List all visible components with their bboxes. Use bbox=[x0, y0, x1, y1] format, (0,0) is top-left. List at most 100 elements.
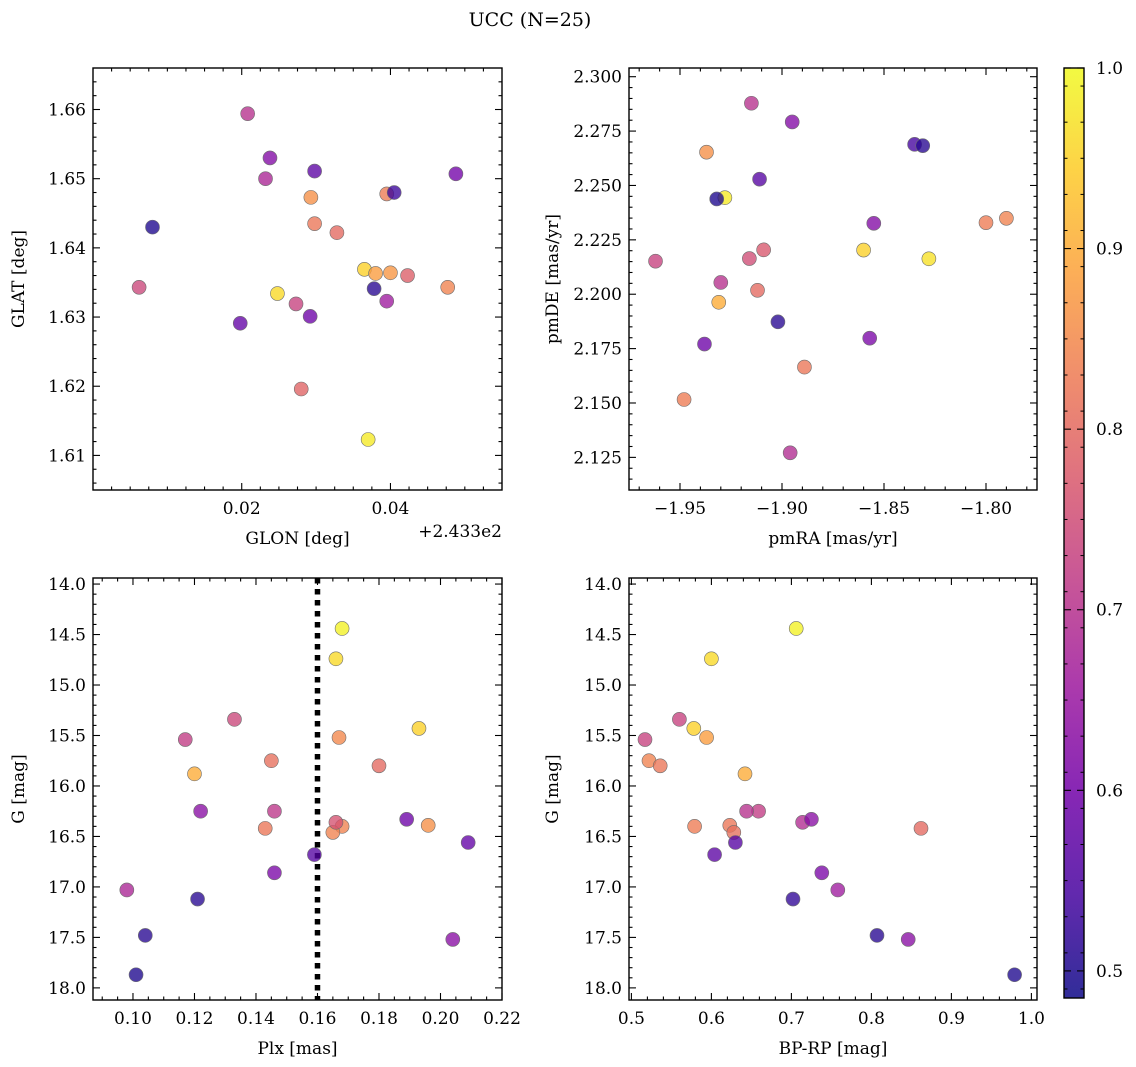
scatter-point bbox=[866, 216, 882, 231]
scatter-point bbox=[232, 315, 248, 331]
scatter-point bbox=[303, 190, 319, 205]
x-axis-label: GLON [deg] bbox=[245, 529, 349, 549]
scatter-point bbox=[187, 766, 202, 782]
scatter-point bbox=[411, 721, 427, 736]
y-tick-label: 17.5 bbox=[584, 928, 622, 948]
axes-frame bbox=[92, 577, 503, 1001]
y-tick-label: 15.5 bbox=[584, 726, 622, 746]
scatter-point bbox=[329, 225, 345, 240]
scatter-point bbox=[900, 932, 916, 947]
scatter-point bbox=[742, 251, 757, 266]
scatter-point bbox=[240, 106, 255, 121]
scatter-point bbox=[785, 891, 801, 907]
y-tick-label: 15.0 bbox=[48, 676, 86, 696]
scatter-point bbox=[784, 114, 800, 130]
scatter-point bbox=[267, 865, 282, 881]
scatter-point bbox=[999, 211, 1014, 226]
y-tick-label: 2.250 bbox=[573, 176, 622, 196]
scatter-point bbox=[913, 821, 929, 836]
y-tick-label: 15.5 bbox=[48, 726, 86, 746]
y-tick-label: 2.175 bbox=[573, 340, 622, 360]
x-tick-label: 0.14 bbox=[237, 1009, 275, 1029]
y-tick-label: 1.66 bbox=[48, 101, 86, 121]
y-tick-label: 14.5 bbox=[584, 626, 622, 646]
scatter-point bbox=[460, 835, 476, 850]
y-tick-label: 17.5 bbox=[48, 928, 86, 948]
y-tick-label: 16.0 bbox=[584, 777, 622, 797]
colorbar-tick-label: 0.7 bbox=[1096, 601, 1123, 621]
scatter-point bbox=[709, 191, 725, 207]
y-tick-label: 1.64 bbox=[48, 239, 86, 259]
scatter-point bbox=[756, 242, 771, 258]
x-tick-label: 0.04 bbox=[372, 499, 410, 519]
y-tick-label: 2.150 bbox=[573, 394, 622, 414]
x-tick-label: 1.0 bbox=[1018, 1009, 1045, 1029]
scatter-point bbox=[707, 847, 722, 862]
x-tick-label: −1.85 bbox=[858, 499, 910, 519]
scatter-point bbox=[652, 758, 668, 774]
y-tick-label: 1.63 bbox=[48, 308, 86, 328]
axis-ticks bbox=[93, 68, 502, 490]
x-tick-label: 0.02 bbox=[223, 499, 261, 519]
y-axis-label: pmDE [mas/yr] bbox=[543, 214, 563, 344]
scatter-point bbox=[399, 811, 414, 827]
scatter-point bbox=[804, 811, 819, 827]
colorbar-tick-label: 0.5 bbox=[1096, 962, 1123, 982]
scatter-point bbox=[1007, 967, 1022, 983]
axes-frame bbox=[628, 577, 1038, 1001]
axes-frame bbox=[92, 67, 503, 491]
y-tick-label: 17.0 bbox=[584, 878, 622, 898]
scatter-point bbox=[128, 967, 144, 983]
scatter-point bbox=[797, 359, 812, 375]
y-tick-label: 16.5 bbox=[48, 827, 86, 847]
scatter-point bbox=[445, 932, 461, 947]
scatter-point bbox=[400, 268, 415, 283]
scatter-point bbox=[262, 150, 278, 166]
y-tick-label: 16.5 bbox=[584, 827, 622, 847]
x-axis-label: BP-RP [mag] bbox=[779, 1039, 888, 1059]
scatter-point bbox=[739, 803, 754, 819]
colorbar-tick-label: 1.0 bbox=[1096, 59, 1123, 79]
scatter-point bbox=[360, 432, 376, 447]
y-axis-label: G [mag] bbox=[9, 754, 29, 823]
axis-ticks bbox=[629, 578, 1037, 1000]
x-tick-label: 0.16 bbox=[299, 1009, 337, 1029]
y-tick-label: 2.200 bbox=[573, 285, 622, 305]
x-tick-label: 0.22 bbox=[483, 1009, 521, 1029]
y-tick-label: 2.125 bbox=[573, 448, 622, 468]
scatter-point bbox=[978, 215, 994, 230]
y-axis-label: GLAT [deg] bbox=[9, 230, 29, 328]
scatter-point bbox=[686, 721, 702, 736]
x-tick-label: 0.6 bbox=[698, 1009, 725, 1029]
scatter-point bbox=[420, 818, 436, 833]
y-tick-label: 14.5 bbox=[48, 626, 86, 646]
scatter-point bbox=[699, 730, 714, 745]
x-tick-label: −1.80 bbox=[960, 499, 1012, 519]
scatter-point bbox=[288, 296, 304, 312]
colorbar-tick-label: 0.9 bbox=[1096, 240, 1123, 260]
x-tick-label: 0.10 bbox=[114, 1009, 152, 1029]
scatter-point bbox=[257, 821, 273, 836]
y-tick-label: 2.275 bbox=[573, 122, 622, 142]
axis-ticks bbox=[93, 578, 503, 1000]
x-tick-label: −1.90 bbox=[756, 499, 808, 519]
scatter-point bbox=[862, 330, 878, 346]
scatter-point bbox=[687, 819, 702, 834]
scatter-point bbox=[334, 621, 350, 636]
scatter-point bbox=[788, 621, 804, 636]
scatter-point bbox=[386, 185, 402, 200]
y-tick-label: 1.61 bbox=[48, 446, 86, 466]
x-axis-label: Plx [mas] bbox=[257, 1039, 337, 1059]
scatter-point bbox=[131, 280, 147, 295]
scatter-point bbox=[782, 445, 798, 461]
y-tick-label: 14.0 bbox=[584, 575, 622, 595]
scatter-point bbox=[371, 758, 387, 774]
scatter-point bbox=[119, 882, 135, 898]
scatter-point bbox=[672, 712, 687, 727]
scatter-point bbox=[713, 275, 729, 290]
colorbar: 0.5 0.6 0.7 0.8 0.9 1.0 bbox=[1063, 59, 1123, 999]
y-tick-label: 15.0 bbox=[584, 676, 622, 696]
scatter-point bbox=[869, 928, 885, 943]
scatter-point bbox=[752, 171, 767, 187]
